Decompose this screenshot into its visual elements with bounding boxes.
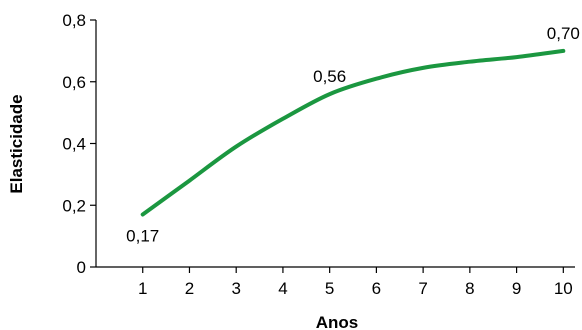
ticks: 0 0,2 0,4 0,6 0,8 1 2 3 4 5 6 7 8 9 10 <box>62 11 572 298</box>
data-label: 0,56 <box>313 67 346 86</box>
data-label: 0,17 <box>126 227 159 246</box>
x-tick-label: 3 <box>231 279 240 298</box>
x-tick-label: 1 <box>138 279 147 298</box>
y-tick-label: 0,2 <box>62 196 86 215</box>
y-tick-label: 0,8 <box>62 11 86 30</box>
data-labels: 0,17 0,56 0,70 <box>126 24 580 246</box>
x-tick-label: 2 <box>185 279 194 298</box>
x-tick-label: 9 <box>512 279 521 298</box>
x-tick-label: 5 <box>325 279 334 298</box>
elasticity-series-line <box>140 48 566 217</box>
y-axis-title: Elasticidade <box>7 94 26 193</box>
x-axis-title: Anos <box>316 313 359 330</box>
x-tick-label: 8 <box>465 279 474 298</box>
y-tick-label: 0,4 <box>62 135 86 154</box>
x-tick-label: 7 <box>418 279 427 298</box>
x-tick-label: 10 <box>554 279 573 298</box>
x-tick-label: 4 <box>278 279 287 298</box>
y-tick-label: 0,6 <box>62 73 86 92</box>
series <box>140 48 566 217</box>
y-tick-label: 0 <box>77 258 86 277</box>
x-tick-label: 6 <box>372 279 381 298</box>
data-label: 0,70 <box>547 24 580 43</box>
